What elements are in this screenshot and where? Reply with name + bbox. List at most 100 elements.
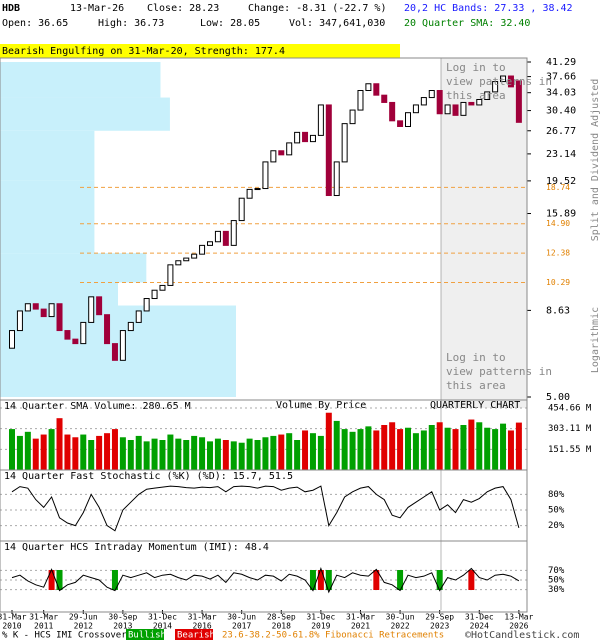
y-tick-label: 70% — [548, 566, 565, 576]
candle-body — [48, 303, 55, 318]
volume-bar — [333, 420, 340, 470]
fib-label: 12.38 — [546, 249, 570, 258]
volume-bar — [222, 439, 229, 470]
volume-bar — [302, 430, 309, 470]
volume-bar — [270, 435, 277, 470]
candle-body — [397, 120, 404, 127]
candle-body — [349, 109, 356, 125]
volume-bar — [373, 430, 380, 470]
volume-bar — [96, 435, 103, 470]
x-tick-year: 2012 — [74, 622, 93, 631]
date: 13-Mar-26 — [70, 3, 124, 14]
candle-body — [500, 75, 507, 83]
y-tick-label: 30.40 — [546, 106, 576, 117]
login-shade — [441, 58, 527, 408]
volume-bar — [119, 437, 126, 470]
candle-body — [373, 83, 380, 96]
frame — [0, 57, 528, 613]
volume-bar — [135, 435, 142, 470]
candle-body — [381, 94, 388, 103]
volume-bar — [151, 438, 158, 470]
change: Change: -8.31 (-22.7 %) — [248, 3, 386, 14]
volume-bar — [111, 429, 118, 470]
x-tick-year: 2022 — [390, 622, 409, 631]
volume-bar — [341, 429, 348, 470]
close: Close: 28.23 — [147, 3, 219, 14]
candle-body — [127, 321, 134, 332]
candle-body — [452, 104, 459, 116]
volume-bar — [80, 434, 87, 470]
volume-by-price — [0, 253, 147, 283]
x-tick-label: 29-Jun — [69, 613, 98, 622]
footer-crossover: % K - HCS IMI Crossover: — [2, 631, 132, 640]
volume-bar — [127, 439, 134, 470]
candle-body — [143, 298, 150, 312]
x-tick-label: 13-Mar — [504, 613, 533, 622]
volume-bar — [262, 437, 269, 470]
candle-body — [507, 75, 514, 88]
volume-bar — [167, 434, 174, 470]
x-tick-label: 31-Dec — [306, 613, 335, 622]
y-tick-label: 30% — [548, 585, 565, 595]
panel-title: 14 Quarter SMA Volume: 280.65 M — [4, 401, 191, 412]
candle-body — [357, 90, 364, 111]
y-tick-label: 5.00 — [546, 392, 570, 403]
imi-bar — [373, 570, 380, 590]
volume-by-price — [0, 62, 161, 98]
imi-bar — [309, 570, 316, 590]
y-tick-label: 50% — [548, 506, 565, 516]
volume-bar — [199, 437, 206, 470]
volume-bar — [444, 427, 451, 470]
volume-bar — [492, 429, 499, 470]
imi-bar — [468, 570, 475, 590]
candle-body — [262, 161, 269, 190]
volume-bar — [278, 434, 285, 470]
volume-bar — [238, 442, 245, 470]
y-tick-label: 41.29 — [546, 57, 576, 68]
annotation: Volume By Price — [276, 400, 366, 411]
footer-bullish: Bullish — [128, 631, 166, 640]
x-tick-label: 31-Dec — [465, 613, 494, 622]
volume-bar — [254, 439, 261, 470]
candle-body — [492, 81, 499, 93]
panel-title: 14 Quarter Fast Stochastic (%K) (%D): 15… — [4, 471, 293, 482]
candle-body — [428, 90, 435, 99]
volume-bar — [349, 431, 356, 470]
volume-bar — [468, 419, 475, 470]
sma: 20 Quarter SMA: 32.40 — [404, 18, 530, 29]
candle-body — [341, 123, 348, 163]
volume-bar — [214, 438, 221, 470]
candle-body — [460, 101, 467, 116]
candle-body — [72, 338, 79, 345]
candle-body — [175, 260, 182, 266]
volume-bar — [40, 434, 47, 470]
login-note: Log in to view patterns in this area — [446, 351, 552, 392]
symbol: HDB — [2, 3, 20, 14]
candle-body — [444, 104, 451, 115]
x-tick-year: 2018 — [272, 622, 291, 631]
x-tick-year: 2016 — [192, 622, 211, 631]
candle-body — [412, 104, 419, 114]
y-tick-label: 23.14 — [546, 149, 576, 160]
imi-bar — [397, 570, 404, 590]
candle-body — [222, 230, 229, 246]
candle-body — [476, 98, 483, 106]
x-tick-label: 31-Mar — [346, 613, 375, 622]
candle-body — [80, 321, 87, 345]
candle-body — [183, 257, 190, 262]
volume-bar — [286, 433, 293, 470]
candle-body — [309, 134, 316, 143]
pattern-banner: Bearish Engulfing on 31-Mar-20, Strength… — [2, 46, 285, 57]
candle-body — [468, 101, 475, 106]
volume-bar — [88, 439, 95, 470]
x-tick-year: 2014 — [153, 622, 172, 631]
fib-label: 18.74 — [546, 183, 570, 192]
login-note: Log in to view patterns in this area — [446, 61, 552, 102]
volume-bar — [420, 430, 427, 470]
x-tick-year: 2019 — [311, 622, 330, 631]
fib-label: 14.90 — [546, 219, 570, 228]
volume-bar — [104, 433, 111, 470]
footer-brand: ©HotCandlestick.com — [465, 630, 579, 640]
x-tick-year: 2024 — [470, 622, 489, 631]
imi-line — [11, 566, 520, 594]
